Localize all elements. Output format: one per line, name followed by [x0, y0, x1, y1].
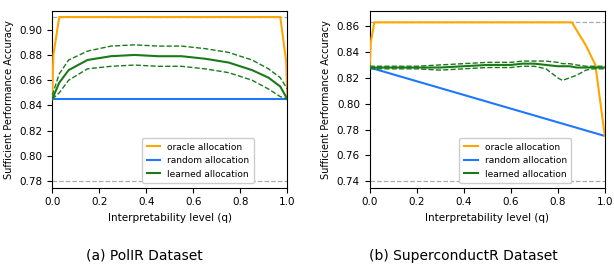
- oracle allocation: [568, 21, 575, 24]
- learned allocation: [225, 61, 232, 64]
- learned allocation: [559, 65, 566, 68]
- learned allocation: [484, 63, 491, 66]
- learned allocation: [55, 81, 63, 84]
- learned allocation: [530, 62, 538, 65]
- Legend: oracle allocation, random allocation, learned allocation: oracle allocation, random allocation, le…: [459, 138, 572, 183]
- learned allocation: [566, 65, 573, 68]
- learned allocation: [573, 66, 580, 69]
- Line: learned allocation: learned allocation: [52, 55, 287, 99]
- X-axis label: Interpretability level (q): Interpretability level (q): [108, 213, 231, 223]
- oracle allocation: [592, 63, 599, 66]
- learned allocation: [284, 98, 291, 101]
- learned allocation: [460, 65, 467, 68]
- learned allocation: [389, 66, 397, 69]
- X-axis label: Interpretability level (q): Interpretability level (q): [426, 213, 549, 223]
- learned allocation: [601, 66, 608, 69]
- oracle allocation: [282, 60, 290, 63]
- learned allocation: [519, 62, 526, 65]
- oracle allocation: [601, 134, 608, 137]
- oracle allocation: [49, 98, 56, 101]
- learned allocation: [582, 66, 589, 69]
- learned allocation: [49, 98, 56, 101]
- Line: learned allocation: learned allocation: [370, 64, 605, 68]
- oracle allocation: [582, 44, 589, 47]
- Text: (a) PolIR Dataset: (a) PolIR Dataset: [86, 249, 203, 263]
- learned allocation: [178, 55, 185, 58]
- Legend: oracle allocation, random allocation, learned allocation: oracle allocation, random allocation, le…: [142, 138, 254, 183]
- oracle allocation: [284, 98, 291, 101]
- learned allocation: [265, 76, 272, 79]
- Y-axis label: Sufficient Performance Accuracy: Sufficient Performance Accuracy: [321, 20, 331, 178]
- Line: oracle allocation: oracle allocation: [370, 22, 605, 136]
- learned allocation: [366, 66, 373, 69]
- learned allocation: [507, 63, 515, 66]
- oracle allocation: [55, 16, 63, 19]
- learned allocation: [65, 69, 72, 72]
- Text: (b) SuperconductR Dataset: (b) SuperconductR Dataset: [369, 249, 558, 263]
- oracle allocation: [366, 66, 373, 69]
- learned allocation: [131, 53, 138, 57]
- learned allocation: [437, 66, 444, 69]
- learned allocation: [542, 63, 550, 66]
- learned allocation: [413, 66, 421, 69]
- learned allocation: [107, 55, 115, 58]
- oracle allocation: [371, 21, 378, 24]
- learned allocation: [249, 69, 256, 72]
- learned allocation: [201, 57, 209, 60]
- learned allocation: [554, 65, 561, 68]
- oracle allocation: [367, 40, 375, 43]
- oracle allocation: [276, 16, 284, 19]
- oracle allocation: [50, 53, 57, 57]
- Line: oracle allocation: oracle allocation: [52, 17, 287, 99]
- learned allocation: [378, 66, 385, 69]
- learned allocation: [276, 85, 284, 88]
- learned allocation: [589, 66, 597, 69]
- Y-axis label: Sufficient Performance Accuracy: Sufficient Performance Accuracy: [4, 20, 14, 178]
- learned allocation: [84, 58, 91, 62]
- learned allocation: [154, 55, 161, 58]
